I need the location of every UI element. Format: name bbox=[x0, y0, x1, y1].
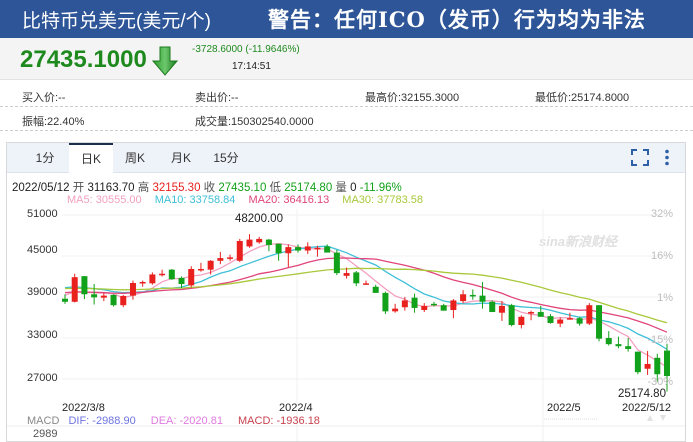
ma-legend: MA5: 30555.00 MA10: 33758.84 MA20: 36416… bbox=[67, 194, 433, 206]
macd-axis-value: 2989 bbox=[33, 428, 58, 440]
ohlc-date: 2022/05/12 bbox=[12, 182, 70, 194]
ask-price: 卖出价:-- bbox=[195, 92, 239, 104]
tab-weekly-k[interactable]: 周K bbox=[124, 151, 145, 165]
ico-warning-banner: 警告：任何ICO（发币）行为均为非法 bbox=[268, 7, 646, 32]
macd-legend: MACD DIF: -2988.90 DEA: -2020.81 MACD: -… bbox=[27, 415, 332, 427]
x-tick-2022-3-8: 2022/3/8 bbox=[62, 402, 105, 414]
macd-dif: DIF: -2988.90 bbox=[68, 415, 136, 427]
y-tick-27000: 27000 bbox=[27, 372, 58, 384]
r-tick-1: 1% bbox=[657, 292, 673, 304]
tab-monthly-k[interactable]: 月K bbox=[170, 151, 191, 165]
down-arrow-icon bbox=[152, 46, 178, 76]
quote-summary: 27435.1000 -3728.6000 (-11.9646%) 17:14:… bbox=[0, 38, 693, 80]
high-price: 最高价:32155.3000 bbox=[365, 92, 460, 104]
open-label: 开 bbox=[72, 182, 85, 194]
close-label: 收 bbox=[203, 182, 216, 194]
tab-1min[interactable]: 1分 bbox=[35, 151, 55, 165]
vol-value: 0 bbox=[350, 182, 357, 194]
y-tick-51000: 51000 bbox=[27, 208, 58, 220]
min-annotation: 25174.80 bbox=[618, 388, 666, 400]
low-label: 低 bbox=[269, 182, 282, 194]
y-tick-39000: 39000 bbox=[27, 286, 58, 298]
r-tick-16: 16% bbox=[650, 250, 673, 262]
more-options-icon[interactable] bbox=[664, 149, 670, 166]
ma20-label: MA20: 36416.13 bbox=[248, 194, 330, 206]
kline-chart-panel: 1分 日K 周K 月K 15分 2022/05/12 开 31163.70 高 … bbox=[6, 142, 686, 442]
macd-title: MACD bbox=[27, 415, 60, 427]
vol-label: 量 bbox=[335, 182, 347, 194]
high-value: 32155.30 bbox=[152, 182, 201, 194]
price-change: -3728.6000 (-11.9646%) bbox=[192, 44, 300, 55]
tab-15min[interactable]: 15分 bbox=[213, 151, 239, 165]
macd-value: MACD: -1936.18 bbox=[238, 415, 320, 427]
y-tick-33000: 33000 bbox=[27, 329, 58, 341]
x-tick-2022-5: 2022/5 bbox=[547, 402, 581, 414]
ohlc-readout: 2022/05/12 开 31163.70 高 32155.30 收 27435… bbox=[12, 179, 402, 195]
pct-change: -11.96% bbox=[359, 182, 402, 194]
low-price: 最低价:25174.8000 bbox=[535, 92, 630, 104]
macd-dea: DEA: -2020.81 bbox=[150, 415, 223, 427]
r-tick-minus30: -30% bbox=[647, 376, 673, 388]
info-row-1: 买入价:-- 卖出价:-- 最高价:32155.3000 最低价:25174.8… bbox=[0, 83, 693, 107]
bid-price: 买入价:-- bbox=[22, 92, 66, 104]
open-value: 31163.70 bbox=[87, 182, 135, 194]
high-label: 高 bbox=[137, 182, 150, 194]
y-tick-45000: 45000 bbox=[27, 244, 58, 256]
info-row-2: 振幅:22.40% 成交量:150302540.0000 bbox=[0, 107, 693, 131]
candlestick-plot[interactable] bbox=[7, 143, 685, 441]
fullscreen-icon[interactable] bbox=[631, 149, 649, 166]
instrument-title: 比特币兑美元(美元/个) bbox=[22, 10, 211, 32]
ma5-label: MA5: 30555.00 bbox=[67, 194, 142, 206]
x-tick-2022-4: 2022/4 bbox=[279, 402, 313, 414]
x-tick-2022-5-12: 2022/5/12 bbox=[622, 402, 671, 414]
max-annotation: 48200.00 bbox=[235, 213, 283, 225]
r-tick-32: 32% bbox=[650, 208, 673, 220]
page-header: 比特币兑美元(美元/个) 警告：任何ICO（发币）行为均为非法 bbox=[0, 0, 693, 38]
sina-finance-watermark: sina新浪财经 bbox=[539, 234, 618, 249]
quote-time: 17:14:51 bbox=[232, 61, 271, 72]
amplitude: 振幅:22.40% bbox=[22, 116, 85, 128]
ma30-label: MA30: 37783.58 bbox=[342, 194, 424, 206]
chart-period-tabs: 1分 日K 周K 月K 15分 bbox=[7, 143, 685, 174]
r-tick-minus15: -15% bbox=[647, 334, 673, 346]
volume: 成交量:150302540.0000 bbox=[195, 116, 314, 128]
low-value: 25174.80 bbox=[284, 182, 333, 194]
current-price: 27435.1000 bbox=[20, 46, 147, 73]
close-value: 27435.10 bbox=[218, 182, 267, 194]
tab-daily-k[interactable]: 日K bbox=[69, 143, 113, 174]
ma10-label: MA10: 33758.84 bbox=[154, 194, 236, 206]
